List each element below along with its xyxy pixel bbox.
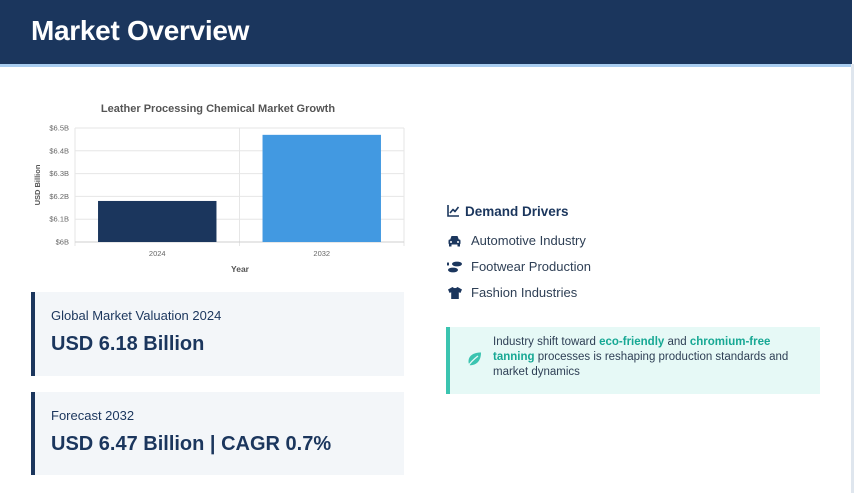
- valuation-value: USD 6.18 Billion: [51, 333, 205, 355]
- right-border: [851, 64, 854, 493]
- bar-2024: [98, 200, 217, 242]
- chart-bars: [98, 134, 381, 242]
- driver-footwear: Footwear Production: [447, 259, 667, 277]
- driver-automotive: Automotive Industry: [447, 233, 667, 251]
- chromium-free-highlight: chromium-free tanning: [493, 336, 771, 363]
- x-tick-label: 2032: [313, 249, 330, 258]
- shoe-prints-icon: [447, 261, 462, 273]
- market-growth-chart: Leather Processing Chemical Market Growt…: [33, 103, 405, 274]
- industry-note-text: Industry shift toward eco-friendly and c…: [493, 336, 789, 378]
- tshirt-icon: [448, 287, 462, 299]
- driver-fashion: Fashion Industries: [447, 285, 667, 303]
- forecast-value: USD 6.47 Billion | CAGR 0.7%: [51, 433, 332, 455]
- y-tick-label: $6.3B: [49, 169, 69, 178]
- driver-label: Automotive Industry: [471, 233, 586, 248]
- car-icon: [448, 236, 461, 247]
- x-tick-label: 2024: [149, 249, 166, 258]
- bar-2032: [262, 134, 381, 242]
- forecast-label: Forecast 2032: [51, 408, 135, 423]
- leaf-icon: [466, 352, 481, 368]
- x-axis-label: Year: [231, 264, 250, 274]
- valuation-label: Global Market Valuation 2024: [51, 308, 222, 323]
- eco-friendly-highlight: eco-friendly: [599, 336, 665, 348]
- y-axis-label: USD Billion: [33, 164, 42, 205]
- forecast-card: Forecast 2032 USD 6.47 Billion | CAGR 0.…: [31, 392, 404, 475]
- y-tick-label: $6.4B: [49, 146, 69, 155]
- chart-y-ticks: $6B $6.1B $6.2B $6.3B $6.4B $6.5B: [49, 124, 69, 247]
- industry-note: Industry shift toward eco-friendly and c…: [446, 327, 820, 394]
- y-tick-label: $6.1B: [49, 215, 69, 224]
- chart-title: Leather Processing Chemical Market Growt…: [101, 103, 335, 115]
- y-tick-label: $6.2B: [49, 192, 69, 201]
- y-tick-label: $6.5B: [49, 124, 69, 133]
- driver-label: Fashion Industries: [471, 285, 578, 300]
- page-title: Market Overview: [31, 15, 250, 46]
- chart-line-icon: [447, 205, 460, 217]
- driver-label: Footwear Production: [471, 259, 591, 274]
- y-tick-label: $6B: [56, 238, 69, 247]
- valuation-card: Global Market Valuation 2024 USD 6.18 Bi…: [31, 292, 404, 376]
- page-header: Market Overview: [0, 0, 852, 67]
- demand-drivers-title: Demand Drivers: [465, 204, 569, 219]
- chart-x-ticks: 2024 2032: [149, 249, 330, 258]
